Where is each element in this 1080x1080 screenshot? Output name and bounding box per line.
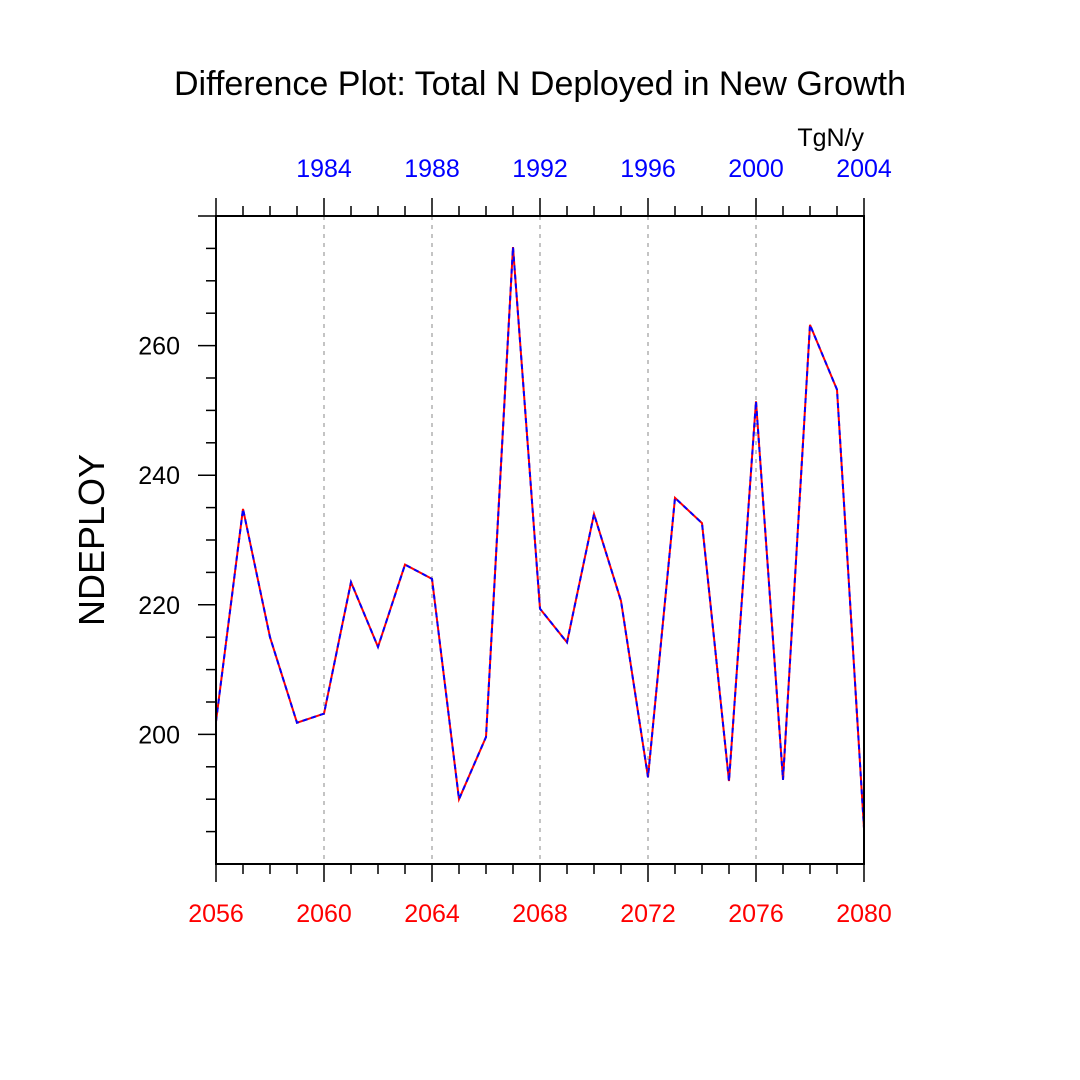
axis-ticks (198, 198, 865, 882)
bottom-tick-label: 2056 (188, 900, 244, 928)
bottom-tick-label: 2064 (404, 900, 460, 928)
top-tick-label: 1988 (404, 155, 460, 183)
series-line-historical (216, 247, 864, 829)
y-axis-title: NDEPLOY (71, 454, 112, 626)
top-tick-label: 1992 (512, 155, 568, 183)
bottom-tick-label: 2060 (296, 900, 352, 928)
bottom-tick-label: 2072 (620, 900, 676, 928)
series-lines (216, 247, 864, 829)
y-tick-label: 200 (138, 721, 180, 749)
top-tick-label: 1984 (296, 155, 352, 183)
bottom-tick-label: 2080 (836, 900, 892, 928)
plot-frame (215, 215, 865, 865)
y-tick-label: 260 (138, 333, 180, 361)
y-tick-label: 240 (138, 462, 180, 490)
top-tick-label: 2000 (728, 155, 784, 183)
gridlines (323, 216, 757, 864)
bottom-tick-label: 2076 (728, 900, 784, 928)
y-tick-label: 220 (138, 592, 180, 620)
chart-title: Difference Plot: Total N Deployed in New… (174, 65, 906, 103)
top-tick-label: 1996 (620, 155, 676, 183)
bottom-tick-label: 2068 (512, 900, 568, 928)
top-tick-label: 2004 (836, 155, 892, 183)
units-label: TgN/y (797, 124, 864, 152)
tick-labels: 2056 2060 2064 2068 2072 2076 2080 1984 1988 1992… (138, 155, 892, 928)
